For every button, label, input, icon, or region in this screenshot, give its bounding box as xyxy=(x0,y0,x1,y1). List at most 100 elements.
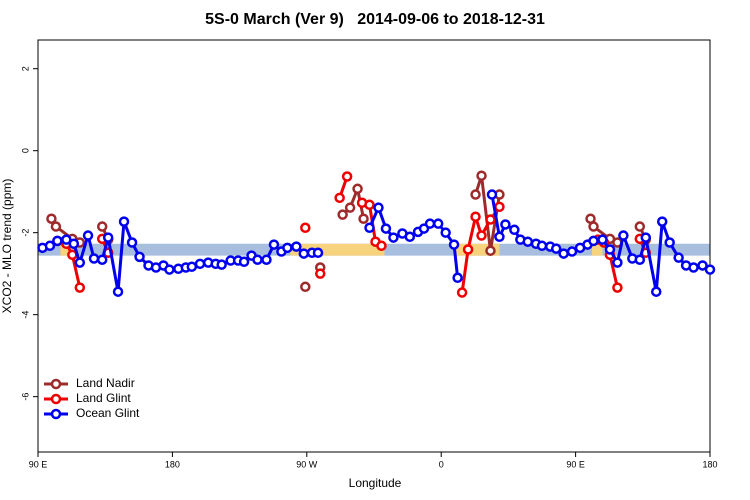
data-point xyxy=(566,246,578,257)
data-point xyxy=(74,257,86,268)
x-tick-label: 90 E xyxy=(566,459,585,469)
data-point xyxy=(612,257,623,268)
legend-label: Ocean Glint xyxy=(76,406,140,420)
data-point xyxy=(424,218,436,229)
data-point xyxy=(194,258,206,270)
data-point xyxy=(380,223,392,234)
data-point xyxy=(536,240,548,252)
data-point xyxy=(337,209,348,220)
data-point xyxy=(550,243,562,254)
data-point xyxy=(456,287,468,298)
data-point xyxy=(118,216,130,227)
data-point xyxy=(470,211,481,222)
x-axis-label: Longitude xyxy=(349,476,402,490)
data-point xyxy=(688,262,699,273)
data-point xyxy=(634,254,646,265)
data-point xyxy=(486,189,498,200)
data-point xyxy=(50,221,62,232)
data-point xyxy=(68,238,80,249)
legend-marker xyxy=(50,393,62,405)
data-point xyxy=(74,282,86,293)
x-tick-label: 90 W xyxy=(296,459,318,469)
data-point xyxy=(476,230,487,241)
data-point xyxy=(261,254,272,265)
x-tick-label: 180 xyxy=(165,459,180,469)
data-point xyxy=(634,221,646,232)
data-point xyxy=(697,260,708,271)
data-point xyxy=(358,213,369,224)
data-point xyxy=(341,171,353,182)
legend-label: Land Glint xyxy=(76,391,131,405)
data-point xyxy=(268,239,280,250)
legend-label: Land Nadir xyxy=(76,376,135,390)
data-point xyxy=(470,189,481,200)
data-point xyxy=(494,201,505,213)
data-point xyxy=(344,202,356,213)
data-point xyxy=(650,286,662,297)
data-point xyxy=(604,244,616,255)
data-point xyxy=(112,286,124,297)
x-tick-label: 90 E xyxy=(29,459,48,469)
data-point xyxy=(388,232,399,243)
data-point xyxy=(522,236,534,247)
data-point xyxy=(485,245,496,256)
data-point xyxy=(485,214,496,225)
data-point xyxy=(673,252,684,263)
data-point xyxy=(44,240,56,252)
data-point xyxy=(282,242,293,254)
data-point xyxy=(588,221,599,232)
data-point xyxy=(352,183,363,195)
data-point xyxy=(46,213,57,224)
data-point xyxy=(500,219,511,230)
data-point xyxy=(216,259,227,270)
data-point xyxy=(462,244,474,255)
data-point xyxy=(291,241,302,252)
reference-band xyxy=(60,243,73,256)
data-point xyxy=(373,202,384,213)
y-tick-label: -2 xyxy=(20,229,30,237)
y-axis-label: XCO2 - MLO trend (ppm) xyxy=(0,179,14,314)
data-point xyxy=(364,199,375,211)
data-point xyxy=(82,230,94,241)
data-point xyxy=(376,240,387,252)
data-point xyxy=(612,282,623,293)
data-point xyxy=(618,230,629,241)
data-point xyxy=(102,232,114,243)
data-point xyxy=(494,231,505,243)
series-line xyxy=(474,174,501,253)
data-point xyxy=(476,170,487,181)
data-point xyxy=(704,264,716,275)
data-point xyxy=(300,281,311,293)
data-point xyxy=(186,261,198,272)
data-point xyxy=(664,237,675,248)
data-point xyxy=(312,247,324,259)
data-point xyxy=(61,234,72,245)
data-point xyxy=(440,227,451,238)
data-point xyxy=(314,268,326,279)
chart-title: 5S-0 March (Ver 9) 2014-09-06 to 2018-12… xyxy=(205,11,545,28)
y-tick-label: -4 xyxy=(20,311,30,319)
data-point xyxy=(558,248,569,259)
x-tick-label: 0 xyxy=(439,459,444,469)
data-point xyxy=(364,222,375,234)
data-point xyxy=(656,216,668,227)
data-point xyxy=(252,254,263,265)
reference-band xyxy=(454,243,500,256)
legend-marker xyxy=(50,408,62,420)
data-point xyxy=(238,256,250,268)
x-tick-label: 180 xyxy=(702,459,717,469)
data-point xyxy=(452,272,463,284)
data-point xyxy=(448,239,460,250)
data-point xyxy=(404,231,416,243)
data-point xyxy=(509,224,520,236)
reference-band xyxy=(290,243,385,256)
y-tick-label: 2 xyxy=(20,66,30,71)
data-point xyxy=(52,235,63,247)
data-point xyxy=(640,232,652,243)
y-tick-label: -6 xyxy=(20,393,30,401)
legend-marker xyxy=(50,378,62,390)
data-point xyxy=(588,235,599,247)
data-point xyxy=(96,221,108,232)
series-line xyxy=(42,220,318,294)
